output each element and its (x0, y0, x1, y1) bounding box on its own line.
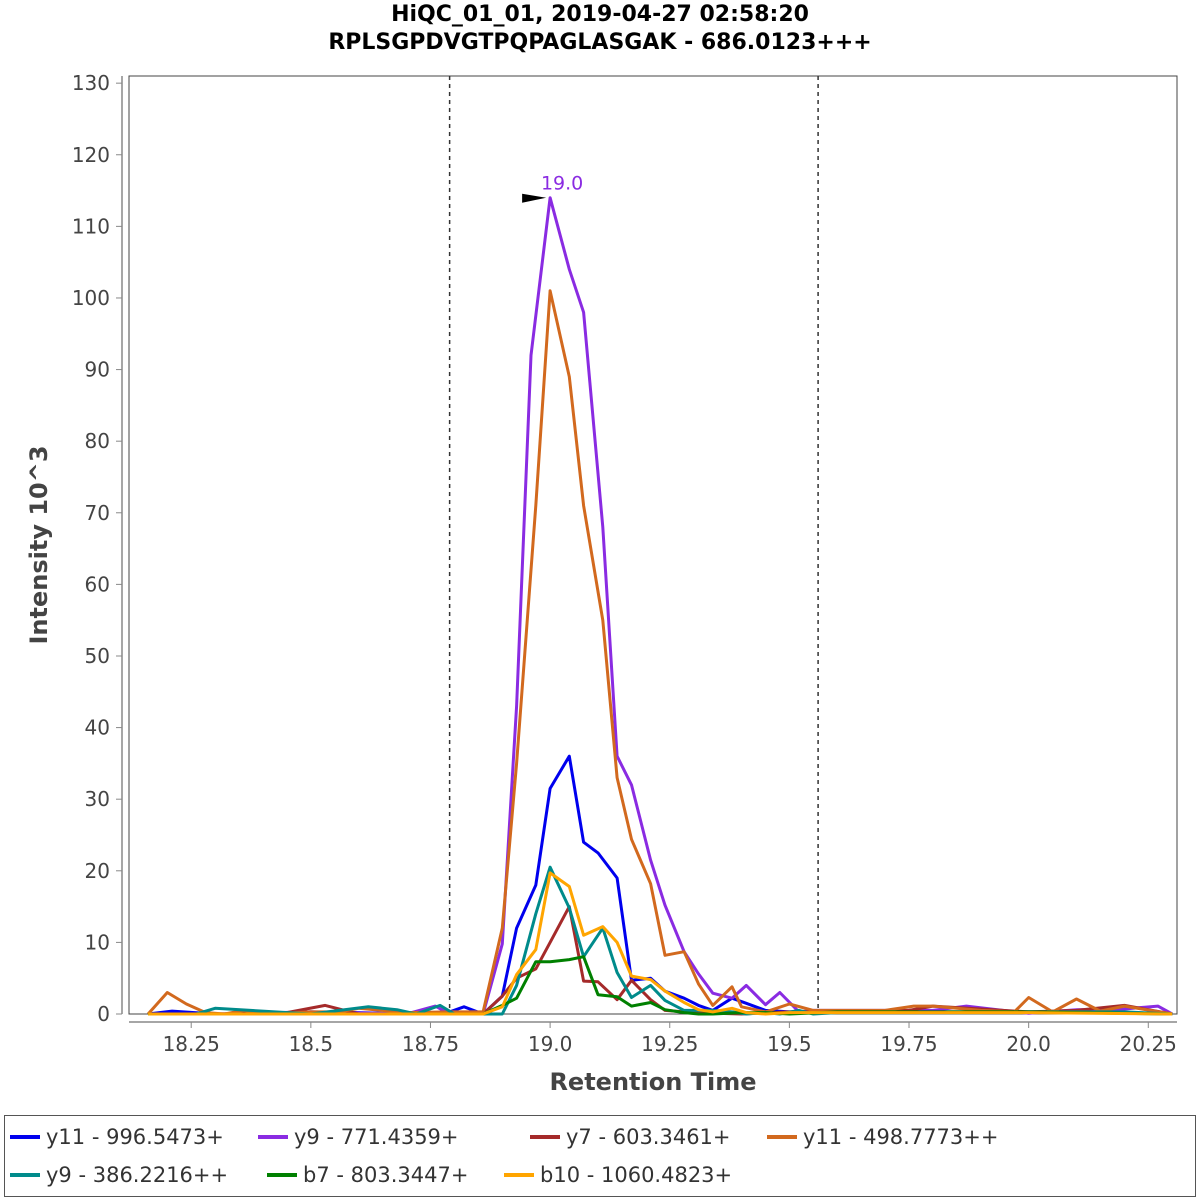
legend-label: y9 - 771.4359+ (294, 1125, 459, 1149)
legend-swatch (10, 1135, 40, 1139)
legend-swatch (267, 1173, 297, 1177)
legend-item-2: y9 - 771.4359+ (258, 1122, 459, 1152)
chart-subtitle: RPLSGPDVGTPQPAGLASGAK - 686.0123+++ (328, 30, 872, 55)
chart-title: HiQC_01_01, 2019-04-27 02:58:20 (391, 2, 809, 27)
y-tick-label: 0 (97, 1002, 110, 1026)
plot-frame (128, 75, 1178, 1015)
x-tick-label: 18.5 (289, 1032, 334, 1056)
legend-item-1: y11 - 996.5473+ (10, 1122, 224, 1152)
y-tick-label: 110 (72, 214, 110, 238)
x-tick-label: 19.5 (767, 1032, 812, 1056)
y-tick-label: 30 (85, 787, 110, 811)
x-tick-label: 19.0 (528, 1032, 573, 1056)
y-tick-label: 120 (72, 143, 110, 167)
series-lines (146, 196, 1173, 1016)
y-tick-label: 60 (85, 572, 110, 596)
x-tick-label: 19.25 (641, 1032, 698, 1056)
legend: y11 - 996.5473+ y9 - 771.4359+ y7 - 603.34… (4, 1115, 1196, 1197)
y-tick-label: 90 (85, 358, 110, 382)
legend-item-6: b7 - 803.3447+ (267, 1160, 468, 1190)
legend-label: y7 - 603.3461+ (566, 1125, 731, 1149)
y-axis-label: Intensity 10^3 (25, 445, 53, 644)
y-tick-label: 40 (85, 716, 110, 740)
x-tick-label: 18.25 (163, 1032, 220, 1056)
x-tick-label: 20.25 (1120, 1032, 1177, 1056)
legend-swatch (258, 1135, 288, 1139)
y-tick-label: 130 (72, 71, 110, 95)
series-line-7 (148, 871, 1173, 1016)
legend-label: b10 - 1060.4823+ (540, 1163, 733, 1187)
y-tick-label: 10 (85, 930, 110, 954)
x-tick-label: 18.75 (402, 1032, 459, 1056)
legend-item-5: y9 - 386.2216++ (10, 1160, 228, 1190)
plot-area (128, 75, 1178, 1015)
legend-item-7: b10 - 1060.4823+ (504, 1160, 732, 1190)
y-tick-label: 100 (72, 286, 110, 310)
peak-arrow-icon (522, 193, 547, 203)
legend-label: y9 - 386.2216++ (46, 1163, 229, 1187)
legend-swatch (530, 1135, 560, 1139)
legend-label: y11 - 498.7773++ (803, 1125, 999, 1149)
legend-item-4: y11 - 498.7773++ (767, 1122, 998, 1152)
chart-canvas: 19.0 0 10 20 30 40 50 60 70 80 90 100 110 120 130 18.2… (25, 71, 1178, 1096)
axes: 0 10 20 30 40 50 60 70 80 90 100 110 120 130 18.25 18.5… (72, 71, 1177, 1056)
y-tick-label: 50 (85, 644, 110, 668)
x-axis-label: Retention Time (549, 1068, 756, 1096)
peak-annotation: 19.0 (522, 173, 583, 203)
y-tick-label: 70 (85, 501, 110, 525)
legend-item-3: y7 - 603.3461+ (530, 1122, 731, 1152)
y-tick-label: 20 (85, 859, 110, 883)
legend-swatch (10, 1173, 40, 1177)
legend-swatch (767, 1135, 797, 1139)
legend-label: y11 - 996.5473+ (46, 1125, 224, 1149)
x-tick-label: 20.0 (1006, 1032, 1051, 1056)
peak-label: 19.0 (541, 173, 583, 195)
x-tick-label: 19.75 (880, 1032, 937, 1056)
y-tick-label: 80 (85, 429, 110, 453)
legend-label: b7 - 803.3447+ (303, 1163, 469, 1187)
legend-swatch (504, 1173, 534, 1177)
